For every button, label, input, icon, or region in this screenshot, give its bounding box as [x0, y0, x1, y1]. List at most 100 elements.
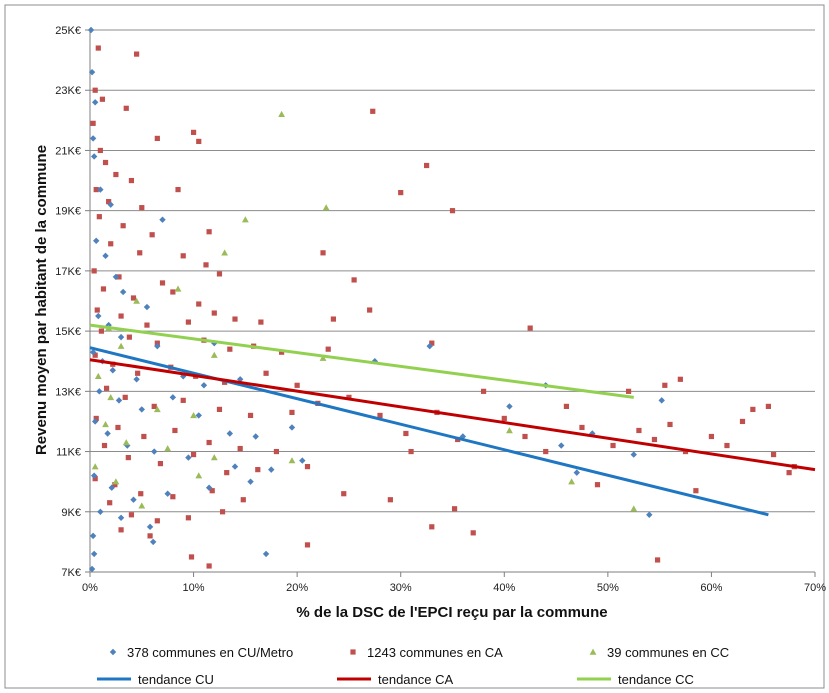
legend-label: 1243 communes en CA [367, 645, 503, 660]
data-point [172, 427, 178, 434]
data-point [159, 280, 166, 286]
x-tick-label: 60% [700, 582, 722, 594]
data-point [154, 518, 160, 524]
x-tick-label: 30% [390, 582, 412, 594]
data-point [646, 511, 653, 518]
data-point [118, 527, 124, 533]
data-point [322, 204, 330, 211]
data-point [206, 229, 212, 235]
data-point [594, 482, 601, 488]
data-point [137, 250, 143, 256]
data-point [107, 393, 115, 401]
data-point [88, 68, 96, 76]
data-point [130, 295, 137, 301]
y-tick-label: 17K€ [55, 266, 81, 278]
data-point [117, 342, 125, 349]
data-point [135, 370, 141, 376]
data-point [118, 313, 124, 319]
data-point [159, 216, 166, 223]
data-point [93, 237, 100, 244]
data-point [99, 96, 106, 102]
y-tick-labels: 7K€ 9K€ 11K€ 13K€ 15K€ 17K€ 19K€ 21K€ 23K€ 25K€ [55, 25, 81, 579]
data-point [94, 307, 100, 313]
data-point [558, 442, 565, 449]
data-point [120, 223, 126, 229]
data-point [138, 491, 144, 497]
data-point [210, 351, 218, 358]
data-point [506, 427, 513, 434]
data-point [294, 382, 300, 388]
data-point [128, 177, 135, 184]
data-point [97, 186, 104, 193]
data-point [667, 421, 673, 428]
data-point [241, 216, 249, 223]
data-point [252, 433, 259, 440]
data-point [87, 26, 95, 34]
data-point [506, 403, 513, 410]
data-point [320, 250, 326, 256]
data-point [157, 461, 164, 467]
data-point [174, 285, 182, 292]
data-point [568, 478, 576, 485]
data-point [211, 310, 217, 316]
data-point [351, 277, 357, 283]
x-axis-title: % de la DSC de l'EPCI reçu par la commun… [296, 604, 607, 621]
data-point [724, 442, 730, 449]
data-point [429, 524, 435, 530]
data-point [97, 508, 104, 515]
x-tick-label: 40% [493, 582, 515, 594]
data-point [141, 433, 147, 440]
data-point [188, 554, 195, 560]
data-point [196, 138, 202, 145]
data-point [104, 430, 111, 437]
data-point [195, 412, 202, 419]
data-point [180, 397, 186, 403]
data-point [278, 110, 286, 118]
data-point [625, 388, 632, 394]
data-point [125, 454, 131, 461]
trend-line [89, 358, 816, 472]
data-point [149, 538, 157, 546]
data-point [739, 418, 746, 425]
data-point [96, 388, 103, 395]
y-tick-label: 9K€ [61, 507, 81, 519]
data-point [138, 502, 146, 509]
data-point [122, 439, 130, 446]
data-point [370, 108, 376, 114]
data-point [190, 451, 197, 458]
data-point [91, 418, 99, 425]
data-point [146, 523, 154, 531]
data-point [119, 288, 127, 296]
data-point [367, 307, 373, 313]
legend-marker [350, 649, 356, 655]
data-point [91, 268, 97, 274]
data-point [134, 51, 140, 57]
data-point [258, 319, 264, 325]
data-point [273, 448, 280, 455]
data-point [190, 129, 197, 135]
data-point [170, 494, 176, 500]
y-tick-label: 11K€ [56, 447, 81, 459]
legend-marker [109, 648, 117, 656]
data-point [115, 397, 123, 404]
data-point [95, 312, 102, 320]
data-point [654, 557, 661, 563]
data-point [319, 354, 327, 361]
data-point [501, 415, 507, 422]
legend: 378 communes en CU/Metro 1243 communes en… [97, 645, 729, 687]
data-point [90, 153, 98, 160]
data-point [693, 488, 699, 494]
data-point [89, 135, 97, 142]
data-point [630, 505, 638, 512]
data-point [563, 403, 570, 409]
legend-label: 378 communes en CU/Metro [127, 645, 293, 660]
legend-label: tendance CU [138, 672, 214, 687]
data-point [101, 442, 108, 449]
data-point [262, 550, 270, 558]
data-point [325, 346, 331, 352]
data-point [288, 424, 296, 431]
axes [85, 29, 816, 577]
data-point [330, 316, 336, 322]
data-point [164, 490, 171, 497]
data-point [206, 563, 212, 569]
